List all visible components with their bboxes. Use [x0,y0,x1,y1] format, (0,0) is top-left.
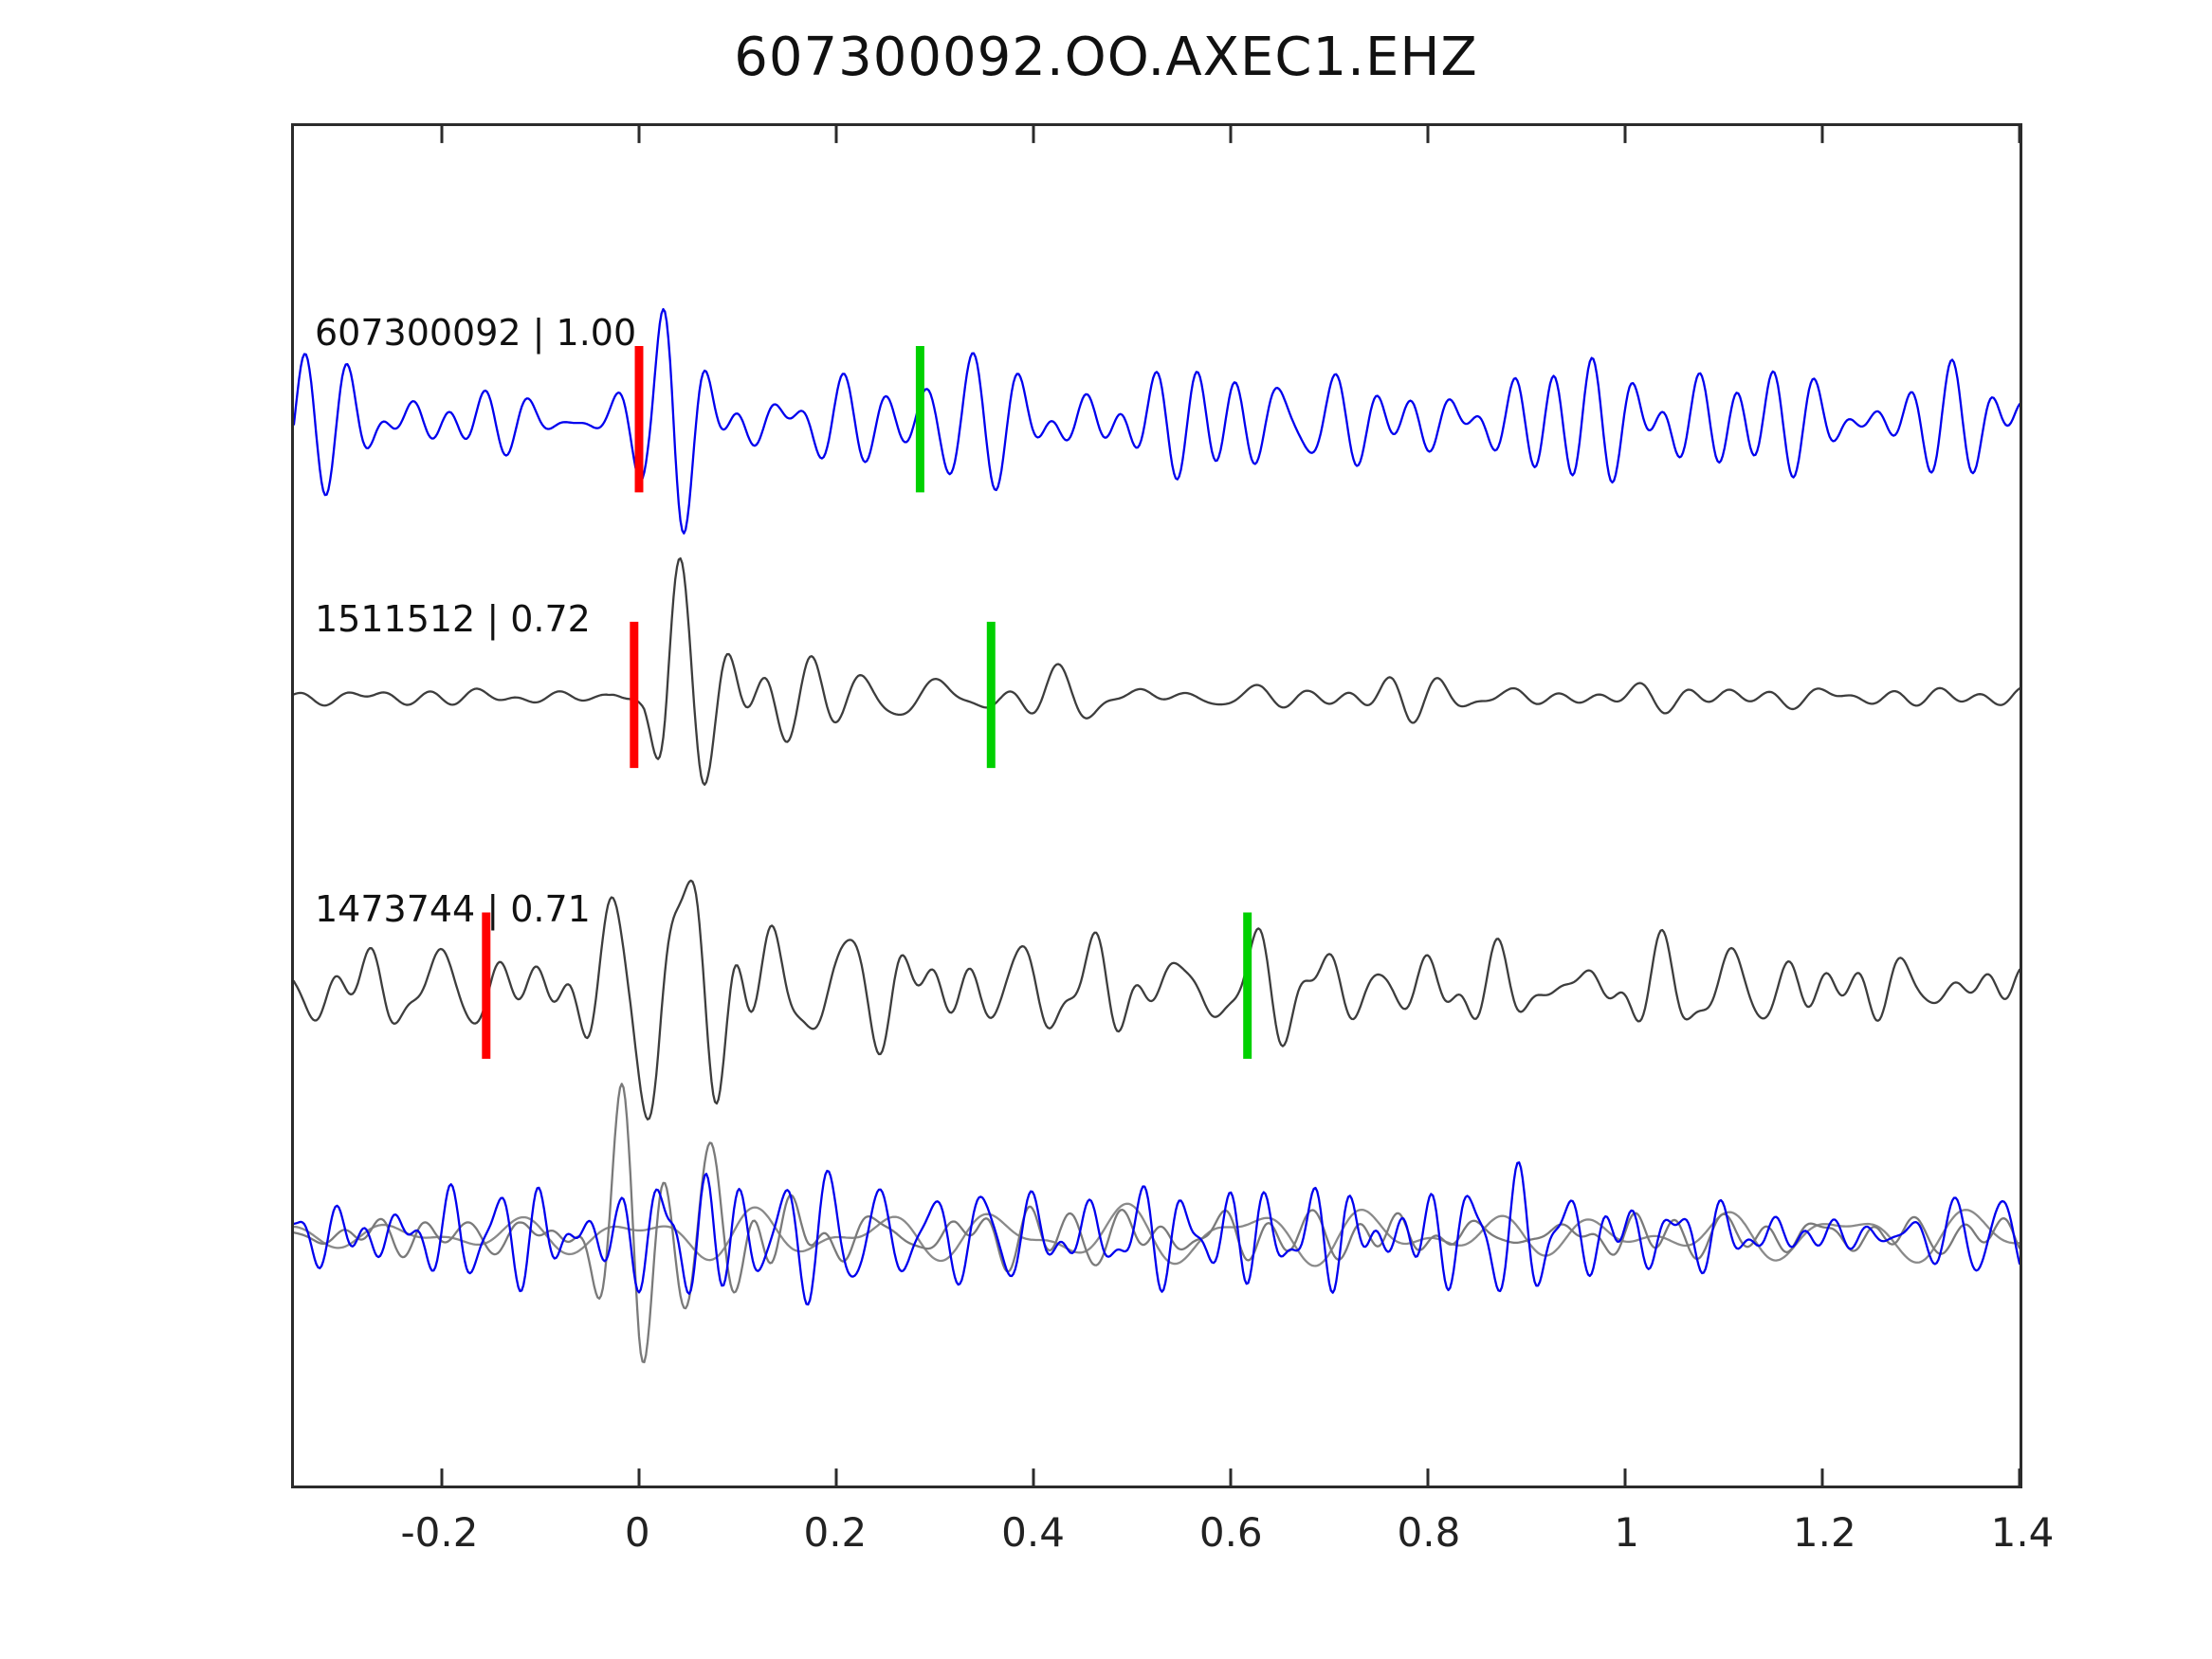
x-tick-label: 0 [624,1509,650,1556]
trace-label-3: 1473744 | 0.71 [315,888,591,930]
x-tick-label: 1.4 [1990,1509,2055,1556]
x-tick-label: 1 [1614,1509,1639,1556]
x-tick-label: -0.2 [400,1509,479,1556]
waveform-trace-overlay-gray-spiky [294,1083,2020,1364]
x-tick-label: 0.4 [1001,1509,1065,1556]
x-tick-label: 0.2 [803,1509,868,1556]
waveform-trace-overlay-blue [294,1161,2020,1306]
trace-label-1: 607300092 | 1.00 [315,312,637,354]
x-tick-label: 1.2 [1792,1509,1856,1556]
x-tick-label: 0.6 [1198,1509,1263,1556]
trace-label-2: 1511512 | 0.72 [315,598,591,640]
waveform-trace-overlay-gray-smooth [294,1202,2020,1267]
plot-area: 607300092 | 1.00 1511512 | 0.72 1473744 … [291,123,2022,1488]
waveform-trace-607300092 [294,307,2020,535]
x-tick-label: 0.8 [1397,1509,1461,1556]
waveform-trace-1511512 [294,556,2020,786]
waveform-plot-canvas [294,126,2020,1486]
figure-title: 607300092.OO.AXEC1.EHZ [734,27,1478,88]
waveform-trace-1473744 [294,879,2020,1121]
